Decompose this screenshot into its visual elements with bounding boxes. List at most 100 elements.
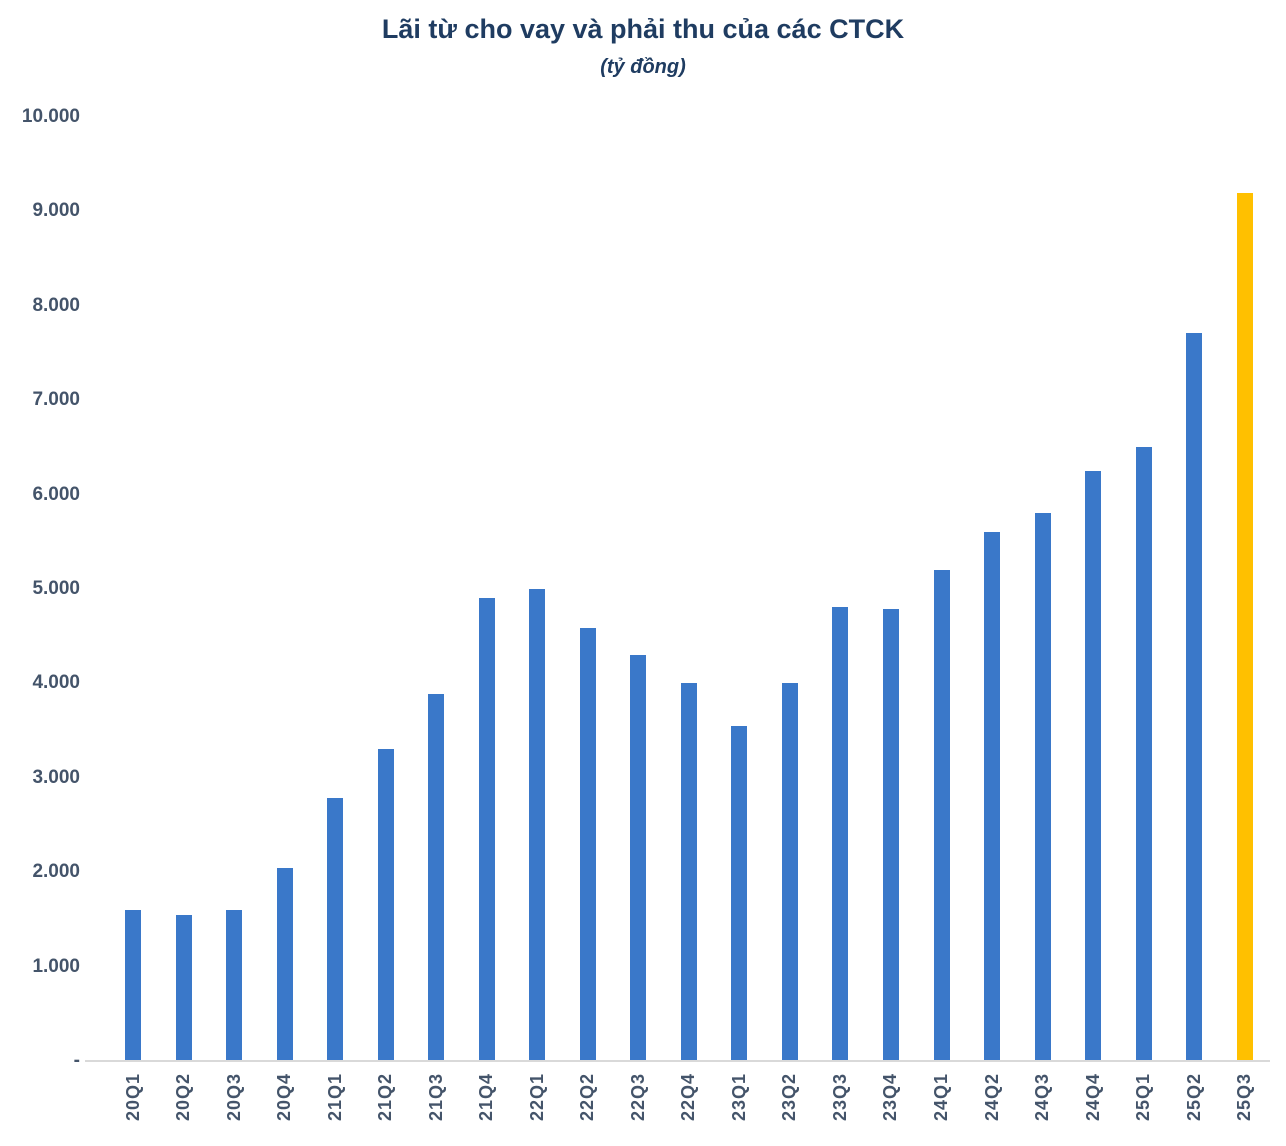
bar: [529, 589, 546, 1061]
x-slot: 22Q4: [664, 1073, 715, 1143]
x-slot: 25Q2: [1169, 1073, 1220, 1143]
bar-slot: [1169, 117, 1220, 1061]
bar: [276, 868, 293, 1061]
axis-baseline: [85, 1060, 1270, 1062]
plot-area: [108, 117, 1270, 1061]
bar: [478, 598, 495, 1061]
x-axis-label: 25Q2: [1183, 1073, 1204, 1122]
y-tick-label: 5.000: [32, 578, 80, 599]
x-axis-label: 21Q2: [375, 1073, 396, 1122]
x-axis: 20Q1 20Q2 20Q3 20Q4 21Q1 21Q2 21Q3 21Q4 22Q1 22Q2…: [108, 1073, 1270, 1143]
bar-slot: [260, 117, 311, 1061]
y-tick-label: 1.000: [32, 955, 80, 977]
x-axis-label: 23Q3: [829, 1073, 850, 1122]
x-axis-label: 25Q3: [1234, 1073, 1255, 1122]
x-axis-label: 23Q4: [880, 1073, 901, 1122]
bar: [630, 655, 647, 1061]
x-slot: 23Q4: [866, 1073, 917, 1143]
y-tick-label: -: [73, 1050, 80, 1071]
bar-slot: [866, 117, 917, 1061]
bar: [832, 606, 849, 1061]
y-tick-label: 8.000: [32, 294, 80, 316]
bar-slot: [1068, 117, 1119, 1061]
bar-slot: [967, 117, 1018, 1061]
bar-slot: [512, 117, 563, 1061]
chart-title: Lãi từ cho vay và phải thu của các CTCK: [381, 14, 905, 44]
bar: [933, 570, 950, 1061]
x-axis-label: 22Q2: [577, 1073, 598, 1122]
bar-slot: [664, 117, 715, 1061]
x-axis-label: 24Q4: [1082, 1073, 1103, 1122]
bar: [680, 683, 697, 1061]
x-axis-label: 21Q1: [324, 1073, 345, 1122]
x-axis-label: 24Q2: [981, 1073, 1002, 1122]
x-slot: 23Q1: [714, 1073, 765, 1143]
bar: [781, 683, 798, 1061]
bar: [731, 725, 748, 1061]
x-slot: 21Q4: [462, 1073, 513, 1143]
bar-slot: [159, 117, 210, 1061]
y-tick-label: 10.000: [21, 106, 80, 127]
bar-slot: [916, 117, 967, 1061]
x-slot: 21Q2: [361, 1073, 412, 1143]
bar: [984, 532, 1001, 1061]
bar-slot: [411, 117, 462, 1061]
bar-slot: [1219, 117, 1270, 1061]
y-tick-label: 9.000: [32, 200, 80, 222]
bar: [1135, 447, 1152, 1061]
bar: [1186, 333, 1203, 1061]
x-slot: 24Q4: [1068, 1073, 1119, 1143]
bar-slot: [563, 117, 614, 1061]
x-axis-label: 23Q1: [728, 1073, 749, 1122]
chart-subtitle: (tỷ đồng): [600, 56, 686, 78]
bar-slot: [714, 117, 765, 1061]
bar: [1085, 471, 1102, 1061]
bar-slot: [1118, 117, 1169, 1061]
x-axis-label: 25Q1: [1133, 1073, 1154, 1122]
x-axis-label: 21Q4: [476, 1073, 497, 1122]
x-slot: 25Q1: [1118, 1073, 1169, 1143]
x-slot: 22Q2: [563, 1073, 614, 1143]
bar: [1034, 512, 1051, 1061]
highlight-bar: [1236, 192, 1253, 1061]
x-slot: 25Q3: [1219, 1073, 1270, 1143]
x-slot: 24Q2: [967, 1073, 1018, 1143]
x-axis-label: 20Q2: [173, 1073, 194, 1122]
bar: [125, 909, 142, 1061]
x-axis-label: 20Q4: [274, 1073, 295, 1122]
x-slot: 23Q3: [815, 1073, 866, 1143]
bar-slot: [108, 117, 159, 1061]
y-tick-label: 6.000: [32, 483, 80, 505]
x-slot: 20Q4: [260, 1073, 311, 1143]
bar-slot: [310, 117, 361, 1061]
x-axis-label: 24Q1: [931, 1073, 951, 1122]
bar-chart: 10.000 9.000 8.000 7.000 6.000 5.000 4.000 3.00…: [0, 106, 1286, 1146]
x-axis-label: 20Q1: [122, 1073, 143, 1122]
x-axis-label: 21Q3: [425, 1073, 446, 1122]
y-axis: 10.000 9.000 8.000 7.000 6.000 5.000 4.000 3.00…: [0, 106, 80, 1071]
x-slot: 22Q1: [512, 1073, 563, 1143]
x-axis-label: 24Q3: [1032, 1073, 1053, 1122]
x-slot: 21Q1: [310, 1073, 361, 1143]
bar: [175, 914, 192, 1061]
x-axis-label: 20Q3: [223, 1073, 244, 1122]
bar: [327, 797, 344, 1061]
x-slot: 24Q1: [916, 1073, 967, 1143]
y-tick-label: 3.000: [32, 766, 80, 788]
bar: [579, 627, 596, 1061]
x-slot: 20Q2: [159, 1073, 210, 1143]
bar: [377, 749, 394, 1061]
x-slot: 20Q1: [108, 1073, 159, 1143]
bar: [428, 693, 445, 1061]
x-slot: 21Q3: [411, 1073, 462, 1143]
x-slot: 22Q3: [613, 1073, 664, 1143]
x-axis-label: 22Q4: [678, 1073, 699, 1122]
x-axis-label: 22Q3: [627, 1073, 648, 1122]
y-tick-label: 4.000: [32, 672, 80, 694]
bar: [226, 909, 243, 1061]
x-slot: 20Q3: [209, 1073, 260, 1143]
bar-slot: [613, 117, 664, 1061]
bar: [882, 608, 899, 1061]
bar-slot: [815, 117, 866, 1061]
